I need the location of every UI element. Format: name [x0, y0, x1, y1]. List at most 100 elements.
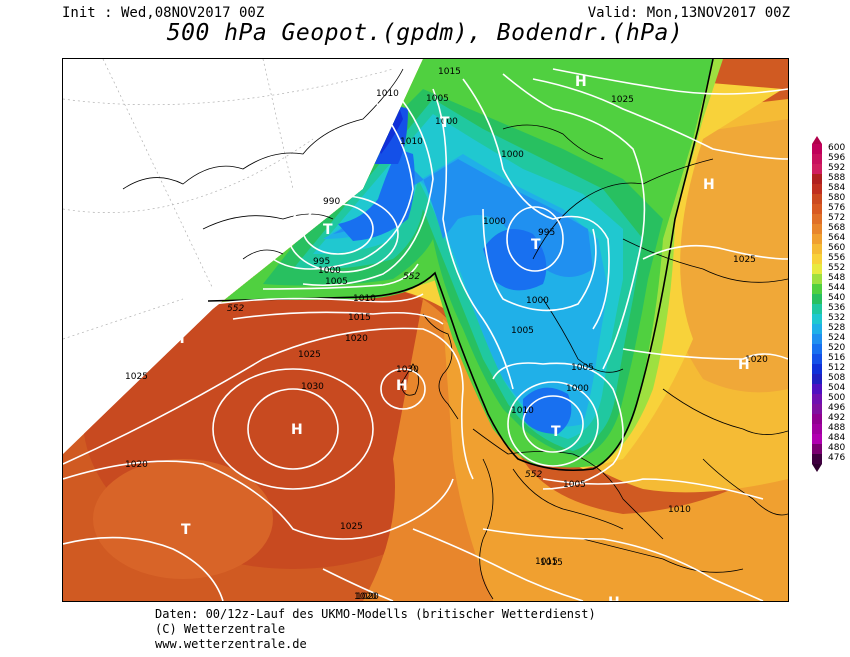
high-center: H	[173, 331, 185, 347]
colorbar-swatch: 592	[812, 163, 845, 174]
isobar-label: 1000	[318, 266, 341, 276]
isobar-label: 995	[538, 228, 555, 238]
isobar-labels: 1015 1010 1005 1000 995 990 1010 1015 10…	[125, 67, 768, 601]
isobar-label: 1025	[298, 350, 321, 360]
colorbar-swatch: 532	[812, 313, 845, 324]
low-center: T	[181, 522, 191, 538]
colorbar-swatch: 504	[812, 383, 845, 394]
colorbar-swatch: 596	[812, 153, 845, 164]
colorbar-swatch: 492	[812, 413, 845, 424]
colorbar-label: 600	[828, 143, 846, 153]
colorbar-label: 540	[828, 293, 846, 303]
high-center: H	[703, 177, 715, 193]
high-center: H	[738, 357, 750, 373]
colorbar-label: 488	[828, 423, 846, 433]
footer: Daten: 00/12z-Lauf des UKMO-Modells (bri…	[155, 607, 596, 652]
isobar-label: 1030	[396, 365, 419, 375]
footer-website[interactable]: www.wetterzentrale.de	[155, 637, 307, 651]
isobar-label: 1005	[571, 363, 594, 373]
colorbar-swatch: 600	[812, 143, 845, 154]
isobar-label: 995	[313, 257, 330, 267]
colorbar-label: 520	[828, 343, 846, 353]
colorbar-label: 544	[828, 283, 846, 293]
colorbar-label: 572	[828, 213, 846, 223]
colorbar-label: 496	[828, 403, 846, 413]
colorbar-swatch: 488	[812, 423, 845, 434]
colorbar-swatch: 564	[812, 233, 845, 244]
valid-time: Valid: Mon,13NOV2017 00Z	[587, 5, 790, 21]
colorbar-swatch: 548	[812, 273, 845, 284]
colorbar-label: 560	[828, 243, 846, 253]
colorbar-swatch: 584	[812, 183, 845, 194]
isobar-label: 1020	[356, 592, 379, 601]
isobar-label: 1005	[511, 326, 534, 336]
colorbar-top-arrow	[812, 136, 822, 144]
high-center: H	[291, 422, 303, 438]
colorbar-label: 532	[828, 313, 846, 323]
isobar-label: 1025	[125, 372, 148, 382]
isobar-label: 1000	[483, 217, 506, 227]
colorbar-label: 476	[828, 453, 846, 463]
colorbar-label: 528	[828, 323, 846, 333]
low-center: T	[440, 115, 450, 131]
footer-copyright: (C) Wetterzentrale	[155, 622, 286, 636]
geopot-label: 552	[403, 272, 420, 282]
isobar-label: 1020	[745, 355, 768, 365]
colorbar-swatch: 528	[812, 323, 845, 334]
colorbar-label: 548	[828, 273, 846, 283]
colorbar-label: 536	[828, 303, 846, 313]
chart-title: 500 hPa Geopot.(gpdm), Bodendr.(hPa)	[166, 20, 684, 46]
colorbar-swatch: 524	[812, 333, 845, 344]
isobar-label: 1020	[345, 334, 368, 344]
colorbar-label: 500	[828, 393, 846, 403]
colorbar-label: 568	[828, 223, 846, 233]
geopot-label: 552	[525, 470, 542, 480]
isobar-label: 1010	[376, 89, 399, 99]
isobar-label: 1015	[540, 558, 563, 568]
weather-map: 1015 1010 1005 1000 995 990 1010 1015 10…	[62, 58, 789, 602]
colorbar-scale: 600 596 592 588 584 580 576 572 568 564 560 556 552 5…	[812, 143, 845, 464]
graticule	[63, 59, 394, 340]
colorbar-swatch: 544	[812, 283, 845, 294]
colorbar-swatch: 536	[812, 303, 845, 314]
isobar-label: 1025	[611, 95, 634, 105]
colorbar-swatch: 500	[812, 393, 845, 404]
isobar-label: 1010	[511, 406, 534, 416]
colorbar-label: 524	[828, 333, 846, 343]
colorbar-swatch: 516	[812, 353, 845, 364]
colorbar-label: 492	[828, 413, 846, 423]
colorbar-label: 516	[828, 353, 846, 363]
colorbar-swatch: 512	[812, 363, 845, 374]
isobar-label: 1025	[340, 522, 363, 532]
high-center: H	[396, 378, 408, 394]
colorbar-label: 592	[828, 163, 846, 173]
isobar-label: 990	[323, 197, 340, 207]
colorbar-swatch: 560	[812, 243, 845, 254]
geopotential-labels: 552 552 552	[227, 272, 542, 480]
colorbar-swatch: 508	[812, 373, 845, 384]
colorbar-swatch: 496	[812, 403, 845, 414]
colorbar-swatch: 552	[812, 263, 845, 274]
colorbar-swatch: 572	[812, 213, 845, 224]
isobar-label: 1025	[733, 255, 756, 265]
low-center: T	[531, 237, 541, 253]
colorbar-label: 580	[828, 193, 846, 203]
high-center: H	[608, 595, 620, 601]
pressure-centers: H H H H H H H T T T T T	[173, 74, 750, 601]
colorbar-label: 564	[828, 233, 846, 243]
isobar-label: 1015	[535, 557, 558, 567]
isobar-label: 1000	[501, 150, 524, 160]
colorbar-swatch: 520	[812, 343, 845, 354]
colorbar-label: 576	[828, 203, 846, 213]
colorbar-swatch: 568	[812, 223, 845, 234]
isobar-label: 1000	[435, 117, 458, 127]
isobar-label: 1015	[348, 313, 371, 323]
isobar-label: 1010	[400, 137, 423, 147]
colorbar-swatch: 480	[812, 443, 845, 454]
colorbar-label: 508	[828, 373, 846, 383]
init-time: Init : Wed,08NOV2017 00Z	[62, 5, 265, 21]
colorbar-label: 588	[828, 173, 846, 183]
low-center: T	[323, 222, 333, 238]
isobar-label: 1020	[125, 460, 148, 470]
colorbar-label: 556	[828, 253, 846, 263]
